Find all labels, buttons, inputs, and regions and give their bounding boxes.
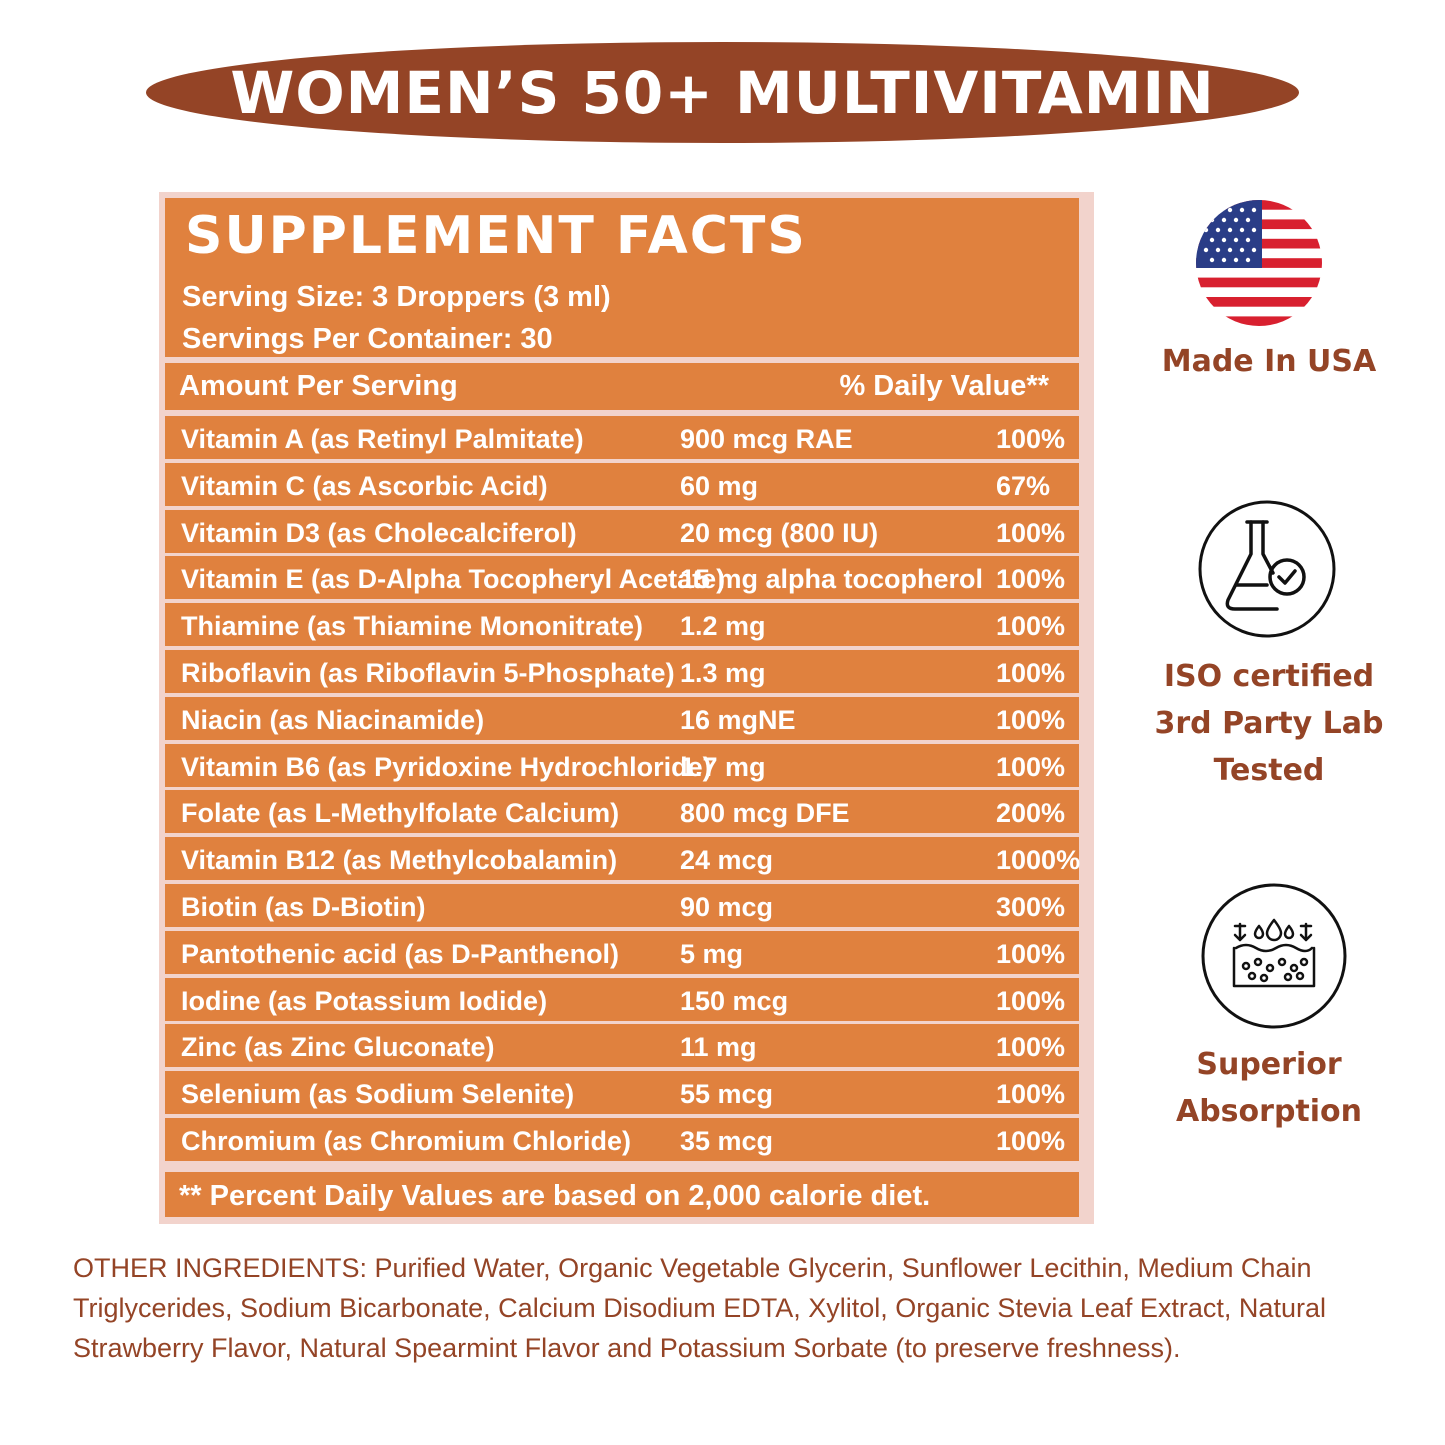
nutrient-amount: 150 mcg xyxy=(680,985,789,1016)
servings-per-container: Servings Per Container: 30 xyxy=(182,323,553,355)
nutrient-row: Folate (as L-Methylfolate Calcium) 800 mc… xyxy=(165,790,1079,834)
nutrient-name: Zinc (as Zinc Gluconate) xyxy=(181,1032,495,1063)
nutrient-daily-value: 100% xyxy=(996,564,1066,595)
nutrient-daily-value: 200% xyxy=(996,798,1066,829)
nutrient-amount: 35 mcg xyxy=(680,1126,774,1156)
supplement-facts-heading: SUPPLEMENT FACTS xyxy=(185,206,807,266)
nutrient-name: Niacin (as Niacinamide) xyxy=(181,704,485,735)
facts-header-block: SUPPLEMENT FACTS Serving Size: 3 Dropper… xyxy=(165,198,1079,357)
nutrient-row: Vitamin C (as Ascorbic Acid) 60 mg 67% xyxy=(165,462,1079,506)
nutrient-name: Riboflavin (as Riboflavin 5-Phosphate) xyxy=(181,658,675,688)
nutrient-amount: 5 mg xyxy=(680,938,744,969)
nutrient-amount: 1.3 mg xyxy=(680,658,766,688)
nutrient-row: Pantothenic acid (as D-Panthenol) 5 mg 100… xyxy=(165,930,1079,974)
nutrient-daily-value: 100% xyxy=(996,704,1066,735)
nutrient-row: Vitamin D3 (as Cholecalciferol) 20 mcg (8… xyxy=(165,509,1079,553)
badge-label-line: ISO certified xyxy=(1163,659,1375,694)
badge-label-line: 3rd Party Lab xyxy=(1154,706,1384,741)
lab-flask-check-icon xyxy=(1197,499,1337,639)
nutrient-daily-value: 100% xyxy=(996,1126,1066,1156)
nutrient-row: Iodine (as Potassium Iodide) 150 mcg 100% xyxy=(165,977,1079,1021)
footnote-row: ** Percent Daily Values are based on 2,0… xyxy=(165,1172,1079,1217)
daily-value-footnote: ** Percent Daily Values are based on 2,0… xyxy=(179,1180,931,1212)
other-ingredients: OTHER INGREDIENTS: Purified Water, Organ… xyxy=(73,1253,1326,1363)
nutrient-name: Folate (as L-Methylfolate Calcium) xyxy=(181,798,620,829)
badge-superior-absorption: Superior Absorption xyxy=(1109,1041,1429,1135)
badge-label-line: Absorption xyxy=(1175,1094,1363,1129)
skin-absorption-icon xyxy=(1200,882,1348,1030)
nutrient-name: Vitamin C (as Ascorbic Acid) xyxy=(181,470,548,501)
nutrient-name: Pantothenic acid (as D-Panthenol) xyxy=(181,938,620,969)
nutrient-row: Vitamin E (as D-Alpha Tocopheryl Acetate… xyxy=(165,556,1079,600)
supplement-facts-panel: SUPPLEMENT FACTS Serving Size: 3 Dropper… xyxy=(159,192,1094,1224)
nutrient-row: Vitamin B12 (as Methylcobalamin) 24 mcg 10… xyxy=(165,837,1081,881)
nutrient-name: Vitamin A (as Retinyl Palmitate) xyxy=(181,424,584,454)
nutrient-amount: 60 mg xyxy=(680,470,759,501)
nutrient-name: Iodine (as Potassium Iodide) xyxy=(181,985,548,1016)
nutrient-row: Niacin (as Niacinamide) 16 mgNE 100% xyxy=(165,696,1079,740)
nutrient-amount: 11 mg xyxy=(680,1032,757,1063)
nutrient-amount: 20 mcg (800 IU) xyxy=(680,517,879,548)
badge-label-line: Made In USA xyxy=(1161,344,1377,379)
title-banner: WOMEN’S 50+ MULTIVITAMIN xyxy=(146,42,1299,143)
us-flag-icon xyxy=(1196,200,1322,326)
nutrient-amount: 1.2 mg xyxy=(680,611,766,642)
badge-iso-certified: ISO certified 3rd Party Lab Tested xyxy=(1109,653,1429,794)
nutrient-row: Biotin (as D-Biotin) 90 mcg 300% xyxy=(165,884,1079,927)
nutrient-name: Vitamin D3 (as Cholecalciferol) xyxy=(181,517,577,548)
nutrient-row: Chromium (as Chromium Chloride) 35 mcg 100… xyxy=(165,1118,1079,1161)
nutrient-amount: 90 mcg xyxy=(680,892,774,922)
nutrient-name: Selenium (as Sodium Selenite) xyxy=(181,1079,575,1110)
nutrient-daily-value: 100% xyxy=(996,1032,1066,1063)
nutrient-name: Vitamin B12 (as Methylcobalamin) xyxy=(181,845,618,876)
nutrient-daily-value: 300% xyxy=(996,892,1066,922)
nutrient-amount: 900 mcg RAE xyxy=(680,424,853,454)
nutrient-daily-value: 100% xyxy=(996,517,1066,548)
nutrient-name: Vitamin B6 (as Pyridoxine Hydrochloride) xyxy=(181,751,712,782)
nutrient-row: Riboflavin (as Riboflavin 5-Phosphate) 1.… xyxy=(165,650,1079,693)
nutrient-name: Thiamine (as Thiamine Mononitrate) xyxy=(181,611,644,642)
badge-made-in-usa: Made In USA xyxy=(1109,338,1429,385)
badge-label-line: Superior xyxy=(1196,1047,1342,1082)
nutrient-amount: 1.7 mg xyxy=(680,751,766,782)
daily-value-header: % Daily Value** xyxy=(839,370,1049,402)
nutrient-row: Zinc (as Zinc Gluconate) 11 mg 100% xyxy=(165,1024,1079,1068)
badge-label-line: Tested xyxy=(1213,753,1325,788)
nutrient-name: Biotin (as D-Biotin) xyxy=(181,892,426,922)
nutrient-name: Chromium (as Chromium Chloride) xyxy=(181,1126,632,1156)
nutrient-row: Vitamin A (as Retinyl Palmitate) 900 mcg … xyxy=(165,416,1079,459)
nutrient-daily-value: 1000% xyxy=(996,845,1081,876)
nutrient-daily-value: 100% xyxy=(996,611,1066,642)
nutrient-amount: 800 mcg DFE xyxy=(680,798,850,829)
nutrient-daily-value: 100% xyxy=(996,424,1066,454)
nutrient-daily-value: 67% xyxy=(996,470,1051,501)
column-header-row: Amount Per Serving % Daily Value** xyxy=(165,363,1079,410)
nutrient-daily-value: 100% xyxy=(996,985,1066,1016)
nutrient-daily-value: 100% xyxy=(996,658,1066,688)
nutrient-name: Vitamin E (as D-Alpha Tocopheryl Acetate… xyxy=(181,564,726,595)
page-title: WOMEN’S 50+ MULTIVITAMIN xyxy=(230,58,1215,127)
nutrient-daily-value: 100% xyxy=(996,938,1066,969)
amount-per-serving-header: Amount Per Serving xyxy=(179,370,458,402)
nutrient-amount: 15 mg alpha tocopherol xyxy=(680,564,984,595)
nutrient-amount: 24 mcg xyxy=(680,845,774,876)
nutrient-row: Selenium (as Sodium Selenite) 55 mcg 100% xyxy=(165,1071,1079,1115)
nutrient-amount: 55 mcg xyxy=(680,1079,774,1110)
nutrient-daily-value: 100% xyxy=(996,1079,1066,1110)
nutrient-row: Thiamine (as Thiamine Mononitrate) 1.2 mg… xyxy=(165,603,1079,647)
serving-size: Serving Size: 3 Droppers (3 ml) xyxy=(182,281,611,313)
nutrient-daily-value: 100% xyxy=(996,751,1066,782)
nutrient-amount: 16 mgNE xyxy=(680,704,796,735)
nutrient-row: Vitamin B6 (as Pyridoxine Hydrochloride)… xyxy=(165,743,1079,787)
